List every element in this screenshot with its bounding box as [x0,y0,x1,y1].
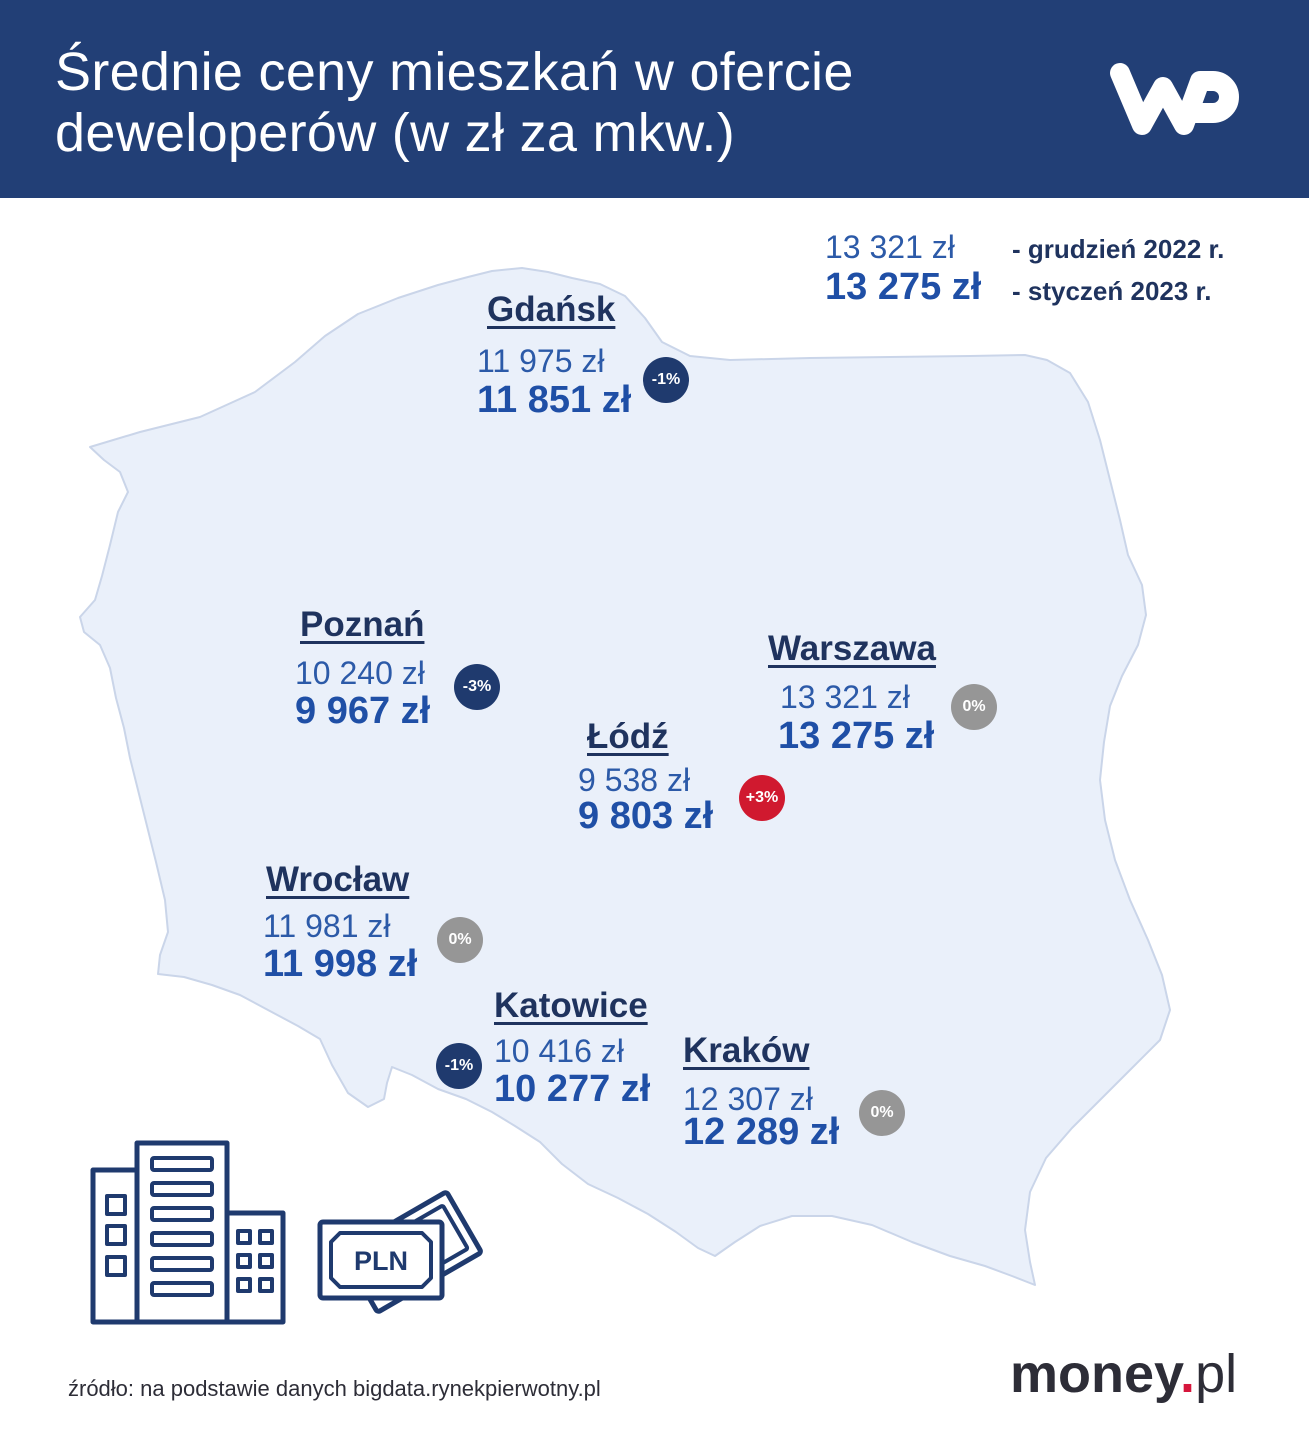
building-icon [90,1140,286,1325]
city-name-wroclaw: Wrocław [266,860,410,899]
poland-outline [79,267,1171,1286]
change-badge-warszawa: 0% [951,684,997,730]
legend-previous-value: 13 321 zł [825,229,955,265]
city-name-gdansk: Gdańsk [487,290,616,329]
source-note: źródło: na podstawie danych bigdata.ryne… [68,1376,601,1401]
price-current-gdansk: 11 851 zł [477,379,632,421]
price-previous-krakow: 12 307 zł [683,1081,813,1117]
legend-current-label: - styczeń 2023 r. [1012,276,1212,306]
change-badge-poznan: -3% [454,664,500,710]
price-current-lodz: 9 803 zł [578,795,714,837]
brand-dot: . [1180,1344,1196,1404]
price-current-krakow: 12 289 zł [683,1111,840,1153]
change-badge-katowice: -1% [436,1043,482,1089]
brand-tld: pl [1195,1344,1238,1404]
change-badge-wroclaw: 0% [437,917,483,963]
banknote-currency-label: PLN [354,1246,408,1276]
city-name-katowice: Katowice [494,986,648,1025]
title-line-1: Średnie ceny mieszkań w ofercie [55,42,854,102]
building-middle [134,1140,230,1325]
brand-name: money [1010,1344,1181,1404]
price-previous-gdansk: 11 975 zł [477,343,605,379]
legend-current-value: 13 275 zł [825,266,982,308]
header-bar: Średnie ceny mieszkań w ofercie dewelope… [0,0,1309,198]
change-badge-krakow: 0% [859,1090,905,1136]
price-current-warszawa: 13 275 zł [778,715,935,757]
price-current-poznan: 9 967 zł [295,690,431,732]
city-name-warszawa: Warszawa [768,629,936,668]
banknote-front: PLN [317,1219,445,1301]
price-previous-katowice: 10 416 zł [494,1033,624,1069]
price-previous-warszawa: 13 321 zł [780,679,910,715]
city-name-poznan: Poznań [300,605,425,644]
price-previous-lodz: 9 538 zł [578,762,691,798]
title-line-2: deweloperów (w zł za mkw.) [55,103,736,163]
banknotes-icon: PLN [317,1190,483,1314]
price-current-wroclaw: 11 998 zł [263,943,418,985]
wp-logo [1110,63,1239,135]
city-name-lodz: Łódź [587,717,669,756]
money-pl-logo: money.pl [1010,1347,1237,1401]
city-name-krakow: Kraków [683,1031,810,1070]
building-left [90,1167,140,1325]
building-right [224,1210,286,1325]
change-badge-lodz: +3% [739,775,785,821]
legend-previous-label: - grudzień 2022 r. [1012,234,1225,264]
price-current-katowice: 10 277 zł [494,1068,651,1110]
price-previous-wroclaw: 11 981 zł [263,908,391,944]
price-previous-poznan: 10 240 zł [295,655,425,691]
change-badge-gdansk: -1% [643,357,689,403]
